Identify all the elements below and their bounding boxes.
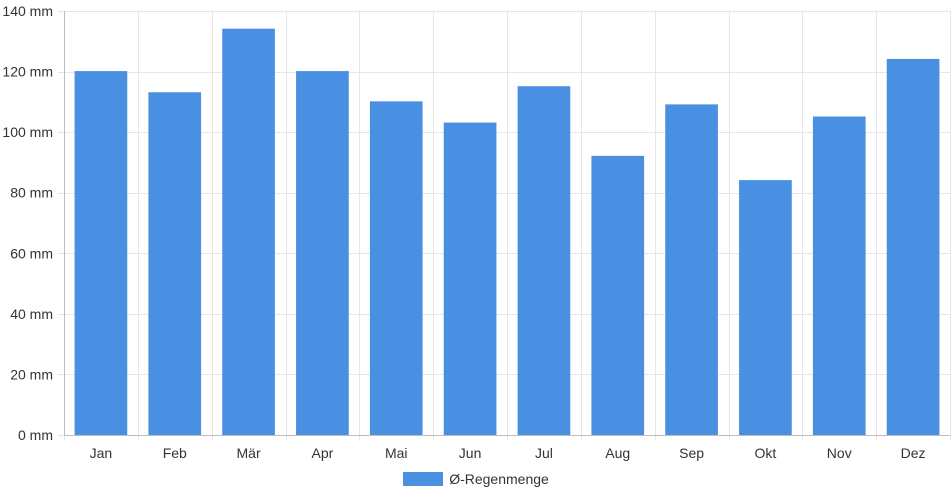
bar-Jun[interactable] [443, 122, 497, 436]
y-tick-label: 20 mm [10, 366, 53, 382]
x-tick-label: Dez [901, 445, 926, 461]
x-tick-label: Feb [163, 445, 187, 461]
y-tick-label: 120 mm [2, 64, 53, 80]
bar-Jul[interactable] [517, 86, 571, 436]
legend[interactable]: Ø-Regenmenge [0, 471, 952, 487]
x-axis-tick-labels: Jan Feb Mär Apr Mai Jun Jul Aug Sep Okt Nov Dez [90, 445, 926, 461]
grid-lines [58, 11, 951, 441]
legend-swatch [403, 472, 444, 486]
x-tick-label: Aug [605, 445, 630, 461]
bar-Nov[interactable] [812, 116, 866, 436]
legend-label: Ø-Regenmenge [449, 471, 549, 487]
bar-Okt[interactable] [739, 180, 792, 436]
y-tick-label: 40 mm [10, 306, 53, 322]
x-tick-label: Apr [312, 445, 334, 461]
bars [74, 28, 940, 436]
x-tick-label: Okt [755, 445, 777, 461]
y-axis-tick-labels: 0 mm 20 mm 40 mm 60 mm 80 mm 100 mm 120 mm 140 … [2, 3, 53, 443]
bar-Mär[interactable] [222, 28, 275, 436]
bar-Dez[interactable] [886, 58, 940, 436]
bar-Aug[interactable] [591, 155, 645, 436]
x-tick-label: Mär [237, 445, 261, 461]
bar-Feb[interactable] [148, 92, 202, 436]
x-tick-label: Nov [827, 445, 852, 461]
bar-Apr[interactable] [296, 71, 349, 436]
y-tick-label: 0 mm [18, 427, 53, 443]
axes [64, 11, 950, 436]
y-tick-label: 60 mm [10, 245, 53, 261]
bar-Sep[interactable] [665, 104, 718, 436]
bar-Jan[interactable] [74, 71, 128, 436]
x-tick-label: Jun [459, 445, 482, 461]
y-tick-label: 100 mm [2, 124, 53, 140]
x-tick-label: Sep [679, 445, 704, 461]
x-tick-label: Mai [385, 445, 408, 461]
x-tick-label: Jan [90, 445, 113, 461]
y-tick-label: 80 mm [10, 185, 53, 201]
bar-Mai[interactable] [369, 101, 423, 436]
x-tick-label: Jul [535, 445, 553, 461]
y-tick-label: 140 mm [2, 3, 53, 19]
